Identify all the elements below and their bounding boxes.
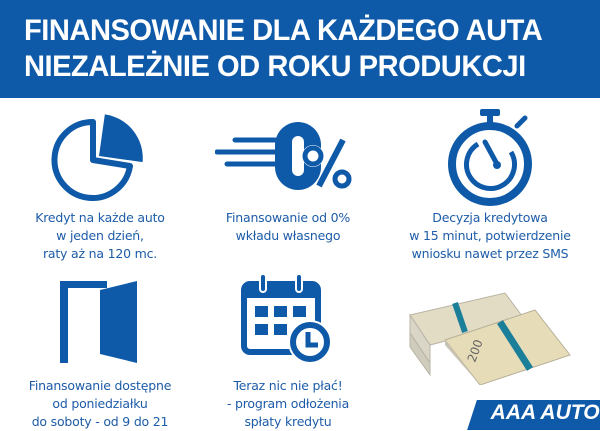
logo-text: AAA AUTO: [490, 401, 600, 424]
feature-caption-hours: Finansowanie dostępne od poniedziałku do…: [0, 377, 210, 431]
feature-caption-credit: Kredyt na każde auto w jeden dzień, raty…: [0, 209, 210, 263]
pie-chart-icon: [51, 114, 143, 201]
calendar-clock-icon: [241, 273, 332, 364]
caption-line: raty aż na 120 mc.: [42, 246, 158, 261]
caption-line: spłaty kredytu: [244, 414, 332, 429]
aaa-auto-logo: AAA AUTO: [467, 400, 600, 430]
header-banner: FINANSOWANIE DLA KAŻDEGO AUTA NIEZALEŻNI…: [0, 0, 600, 98]
stopwatch-icon: [448, 109, 532, 206]
caption-line: Kredyt na każde auto: [35, 210, 165, 225]
caption-line: Teraz nic nie płać!: [233, 378, 343, 393]
feature-caption-zero-down: Finansowanie od 0% wkładu własnego: [178, 209, 398, 245]
open-door-icon: [60, 281, 137, 363]
zero-percent-icon: [215, 122, 352, 190]
caption-line: wniosku nawet przez SMS: [411, 246, 569, 261]
feature-caption-decision: Decyzja kredytowa w 15 minut, potwierdze…: [380, 209, 600, 263]
caption-line: od poniedziałku: [52, 396, 148, 411]
feature-caption-pay-later: Teraz nic nie płać! - program odłożenia …: [178, 377, 398, 431]
headline-line-1: FINANSOWANIE DLA KAŻDEGO AUTA: [24, 14, 543, 47]
headline-line-2: NIEZALEŻNIE OD ROKU PRODUKCJI: [24, 50, 526, 83]
caption-line: w jeden dzień,: [56, 228, 144, 243]
caption-line: w 15 minut, potwierdzenie: [409, 228, 571, 243]
caption-line: - program odłożenia: [226, 396, 350, 411]
caption-line: Finansowanie dostępne: [28, 378, 172, 393]
caption-line: Decyzja kredytowa: [432, 210, 548, 225]
banknote-stack-image: 200: [409, 292, 571, 385]
caption-line: Finansowanie od 0%: [225, 210, 351, 225]
caption-line: wkładu własnego: [235, 228, 341, 243]
